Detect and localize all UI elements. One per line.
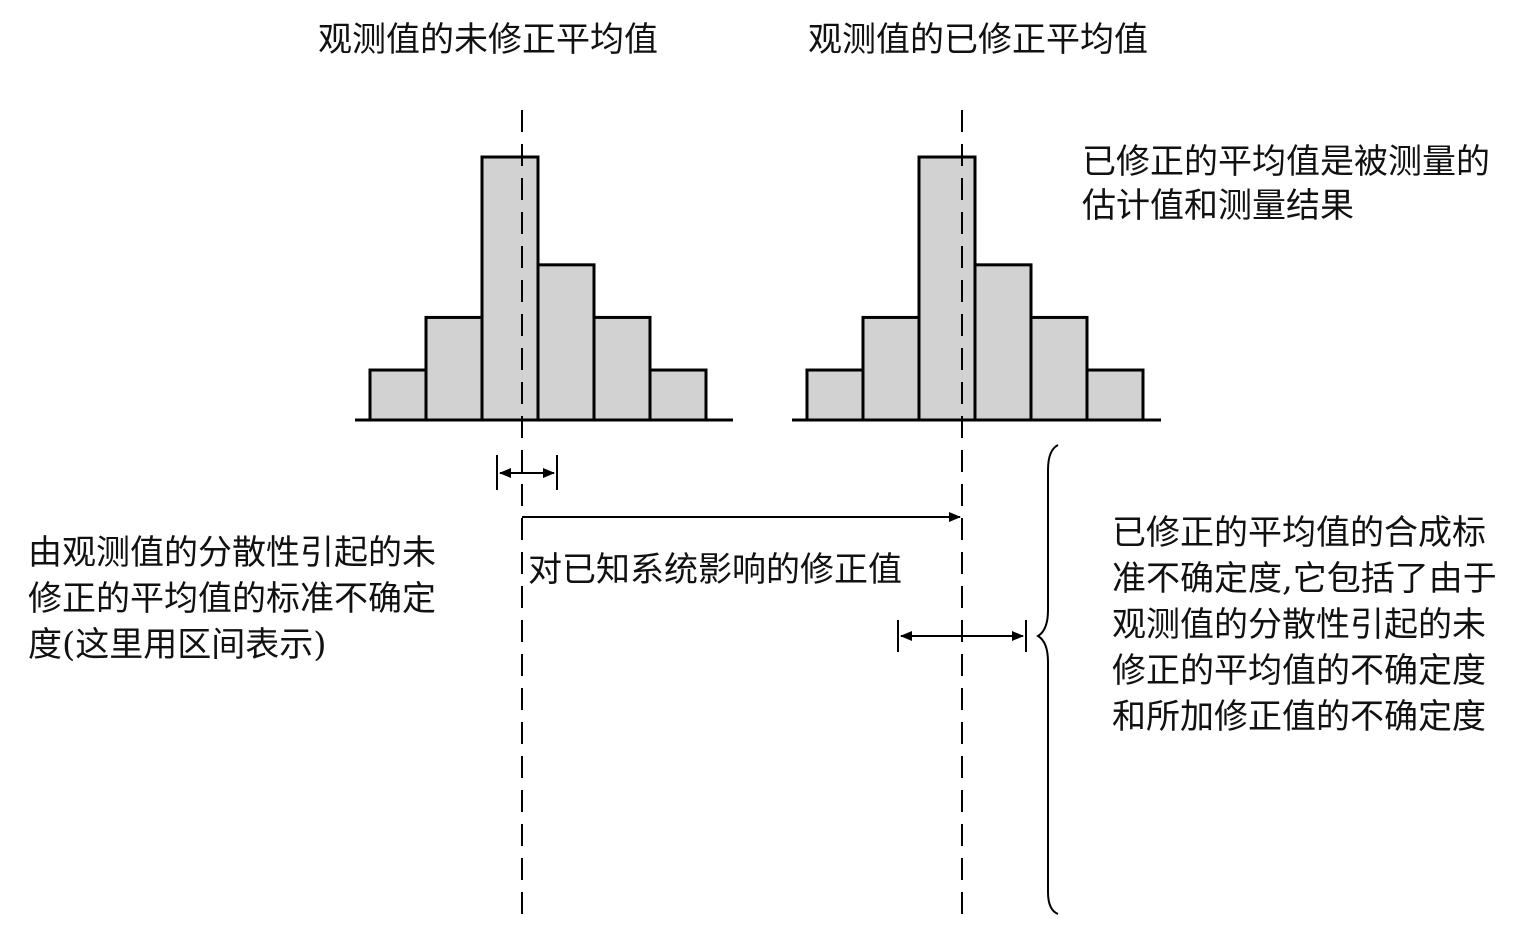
combined-uncertainty-note: 已修正的平均值的合成标准不确定度,它包括了由于观测值的分散性引起的未修正的平均值… [1112, 513, 1497, 737]
corrected-histogram-bar-3 [917, 155, 977, 422]
corrected-histogram-bar-5 [1029, 315, 1089, 422]
uncorrected-histogram-bar-1 [368, 368, 428, 422]
uncorrected-mean-label: 观测值的未修正平均值 [318, 20, 658, 60]
corrected-mean-label: 观测值的已修正平均值 [808, 20, 1148, 60]
correction-label: 对已知系统影响的修正值 [528, 550, 902, 590]
uncorrected-histogram-bar-3 [480, 155, 540, 422]
uncorrected-histogram-bar-2 [424, 315, 484, 422]
uncorrected-histogram-bar-6 [648, 368, 708, 422]
uncorrected-uncertainty-note: 由观测值的分散性引起的未修正的平均值的标准不确定度(这里用区间表示) [28, 533, 436, 665]
uncorrected-histogram-bar-4 [536, 263, 596, 422]
uncorrected-histogram-bar-5 [592, 315, 652, 422]
uncorrected-uncertainty-interval [496, 455, 558, 490]
corrected-mean-note: 已修正的平均值是被测量的估计值和测量结果 [1082, 142, 1490, 226]
corrected-histogram-bar-4 [973, 263, 1033, 422]
corrected-histogram-bar-2 [861, 315, 921, 422]
corrected-histogram-bar-6 [1085, 368, 1145, 422]
uncorrected-histogram [368, 155, 708, 422]
corrected-histogram-bar-1 [805, 368, 865, 422]
combined-uncertainty-interval [897, 620, 1027, 652]
curly-brace [1036, 444, 1059, 915]
